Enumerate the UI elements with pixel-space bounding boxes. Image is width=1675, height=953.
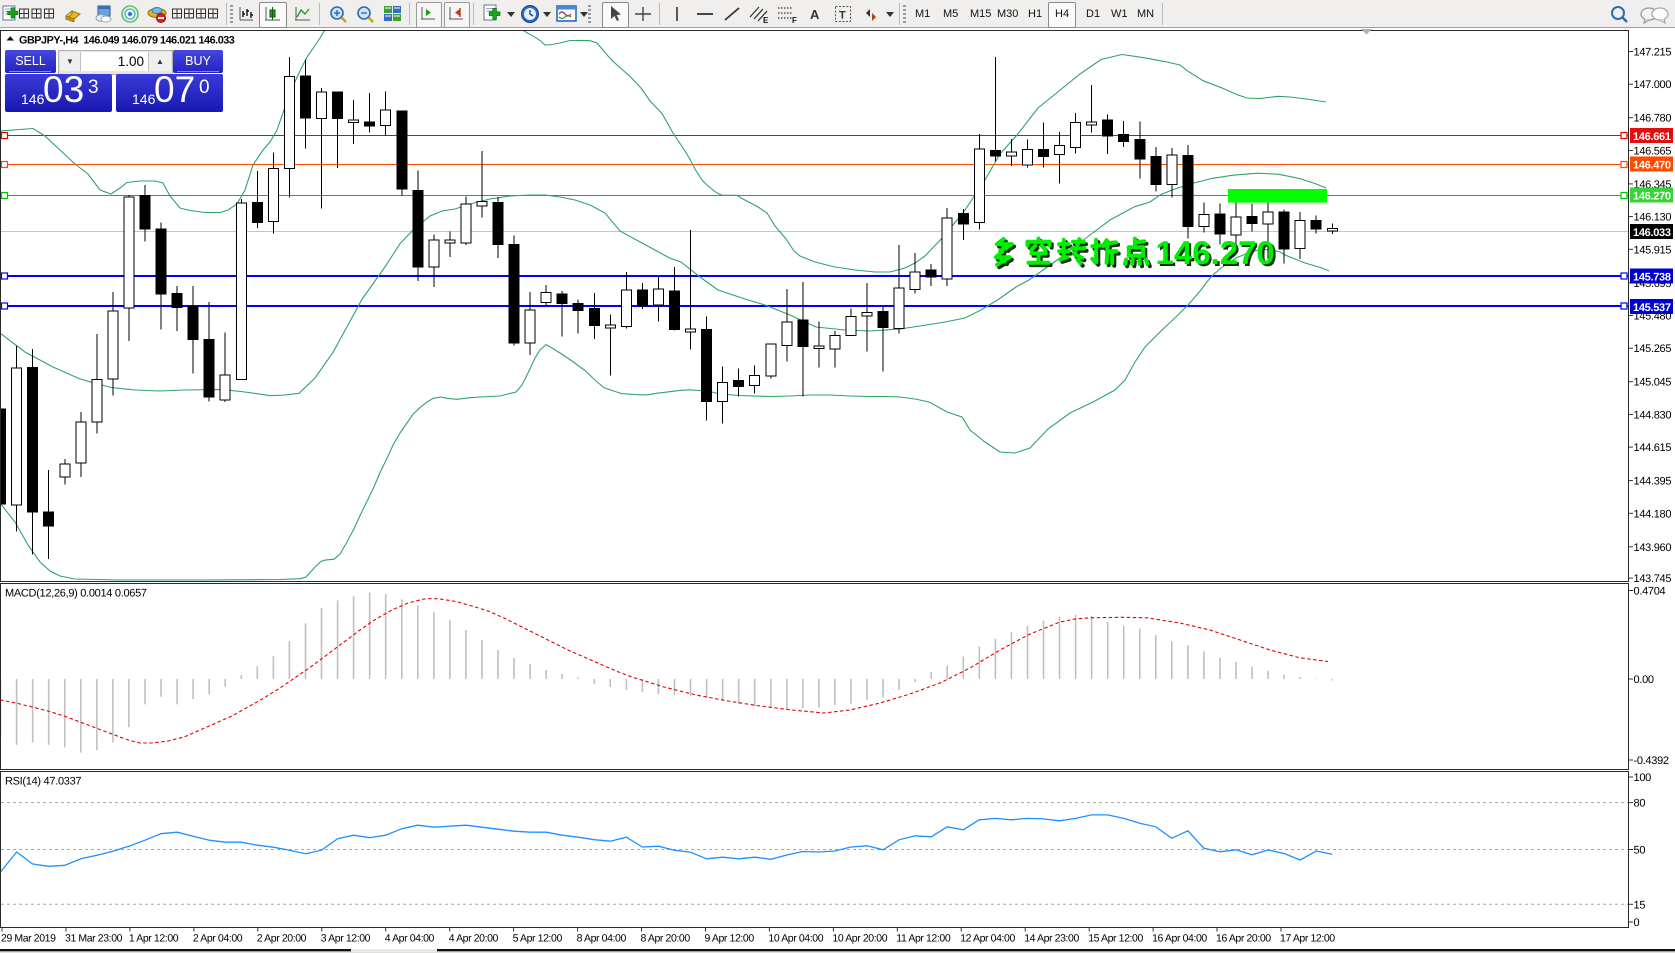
svg-text:144.180: 144.180 — [1634, 508, 1672, 520]
svg-text:14 Apr 23:00: 14 Apr 23:00 — [1024, 933, 1079, 945]
svg-text:0: 0 — [1634, 917, 1640, 929]
svg-text:17 Apr 12:00: 17 Apr 12:00 — [1280, 933, 1335, 945]
svg-text:8 Apr 20:00: 8 Apr 20:00 — [641, 933, 691, 945]
svg-text:145.915: 145.915 — [1634, 244, 1672, 256]
svg-text:147.000: 147.000 — [1634, 79, 1672, 91]
svg-text:146.270: 146.270 — [1633, 191, 1671, 203]
svg-text:5 Apr 12:00: 5 Apr 12:00 — [513, 933, 563, 945]
svg-text:A: A — [810, 7, 820, 22]
svg-text:F: F — [792, 16, 797, 24]
svg-text:31 Mar 23:00: 31 Mar 23:00 — [65, 933, 123, 945]
svg-text:-0.4392: -0.4392 — [1634, 755, 1669, 767]
svg-text:144.615: 144.615 — [1634, 442, 1672, 454]
svg-text:10 Apr 04:00: 10 Apr 04:00 — [768, 933, 823, 945]
svg-text:146.033: 146.033 — [1633, 227, 1671, 239]
svg-text:11 Apr 12:00: 11 Apr 12:00 — [896, 933, 951, 945]
svg-text:29 Mar 2019: 29 Mar 2019 — [1, 933, 56, 945]
svg-text:E: E — [763, 16, 769, 24]
svg-text:145.265: 145.265 — [1634, 343, 1672, 355]
svg-text:144.395: 144.395 — [1634, 476, 1672, 488]
svg-text:146.270: 146.270 — [1158, 236, 1277, 273]
svg-text:16 Apr 04:00: 16 Apr 04:00 — [1152, 933, 1207, 945]
svg-text:143.960: 143.960 — [1634, 542, 1672, 554]
svg-text:50: 50 — [1634, 845, 1646, 857]
svg-text:15: 15 — [1634, 899, 1646, 911]
svg-text:0.4704: 0.4704 — [1634, 586, 1666, 598]
svg-text:2 Apr 20:00: 2 Apr 20:00 — [257, 933, 307, 945]
svg-text:146.565: 146.565 — [1634, 145, 1672, 157]
svg-text:146.661: 146.661 — [1633, 131, 1671, 143]
svg-text:2 Apr 04:00: 2 Apr 04:00 — [193, 933, 243, 945]
svg-text:4 Apr 20:00: 4 Apr 20:00 — [449, 933, 499, 945]
svg-text:144.830: 144.830 — [1634, 409, 1672, 421]
svg-text:1 Apr 12:00: 1 Apr 12:00 — [129, 933, 179, 945]
svg-text:145.045: 145.045 — [1634, 377, 1672, 389]
svg-text:4 Apr 04:00: 4 Apr 04:00 — [385, 933, 435, 945]
svg-text:MACD(12,26,9) 0.0014 0.0657: MACD(12,26,9) 0.0014 0.0657 — [5, 588, 147, 600]
svg-text:9 Apr 12:00: 9 Apr 12:00 — [705, 933, 755, 945]
svg-text:0.00: 0.00 — [1634, 674, 1654, 686]
svg-text:146.130: 146.130 — [1634, 212, 1672, 224]
svg-text:RSI(14) 47.0337: RSI(14) 47.0337 — [5, 776, 81, 788]
svg-text:8 Apr 04:00: 8 Apr 04:00 — [577, 933, 627, 945]
svg-text:T: T — [839, 10, 846, 22]
svg-text:16 Apr 20:00: 16 Apr 20:00 — [1216, 933, 1271, 945]
svg-text:147.215: 147.215 — [1634, 47, 1672, 59]
svg-text:143.745: 143.745 — [1634, 573, 1672, 585]
svg-text:100: 100 — [1634, 772, 1652, 784]
svg-text:15 Apr 12:00: 15 Apr 12:00 — [1088, 933, 1143, 945]
svg-text:12 Apr 04:00: 12 Apr 04:00 — [960, 933, 1015, 945]
svg-text:80: 80 — [1634, 798, 1646, 810]
svg-text:3 Apr 12:00: 3 Apr 12:00 — [321, 933, 371, 945]
svg-text:146.470: 146.470 — [1633, 160, 1671, 172]
svg-text:145.537: 145.537 — [1633, 302, 1671, 314]
svg-text:10 Apr 20:00: 10 Apr 20:00 — [832, 933, 887, 945]
svg-text:146.780: 146.780 — [1634, 113, 1672, 125]
svg-text:145.738: 145.738 — [1633, 272, 1671, 284]
svg-text:GBPJPY-,H4 146.049 146.079 14: GBPJPY-,H4 146.049 146.079 146.021 146.0… — [19, 35, 235, 47]
svg-text:146.270: 146.270 — [1156, 234, 1275, 271]
